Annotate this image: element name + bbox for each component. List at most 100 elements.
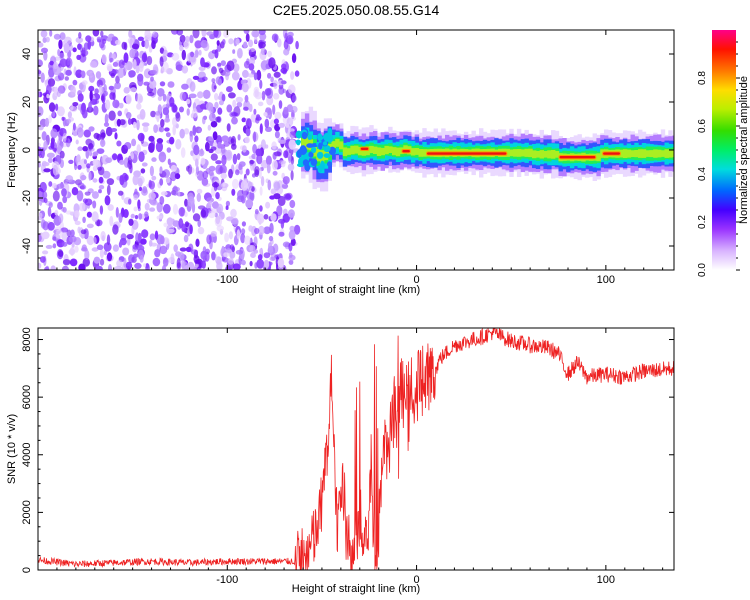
noise-blob: [221, 135, 229, 142]
noise-blob: [274, 130, 280, 139]
noise-blob: [226, 104, 233, 113]
noise-blob: [288, 259, 294, 265]
noise-blob: [92, 30, 100, 37]
noise-blob: [194, 49, 199, 58]
noise-blob: [259, 205, 263, 212]
signal-band-cell: [361, 148, 367, 156]
noise-blob: [253, 72, 258, 81]
noise-blob: [38, 124, 44, 131]
noise-blob: [43, 140, 48, 150]
noise-blob: [210, 230, 217, 237]
noise-blob: [140, 168, 146, 174]
noise-blob: [157, 95, 162, 102]
signal-onset-blob: [299, 145, 307, 156]
noise-blob: [160, 191, 168, 196]
noise-blob: [231, 71, 240, 81]
noise-blob: [254, 227, 260, 235]
noise-blob: [201, 260, 206, 269]
noise-blob: [144, 39, 150, 49]
signal-band-cell: [622, 149, 628, 158]
signal-band-cell: [354, 145, 359, 154]
noise-blob: [206, 234, 212, 245]
noise-blob: [137, 36, 144, 41]
noise-blob: [210, 120, 218, 128]
noise-blob: [84, 198, 93, 206]
noise-blob: [131, 225, 135, 236]
snr-x-label: Height of straight line (km): [292, 583, 420, 595]
noise-blob: [46, 152, 55, 158]
noise-blob: [131, 138, 137, 147]
noise-blob: [195, 263, 199, 268]
noise-blob: [195, 165, 199, 176]
noise-blob: [203, 115, 208, 121]
noise-blob: [76, 127, 84, 138]
noise-blob: [269, 222, 274, 234]
noise-blob: [238, 163, 243, 171]
noise-blob: [119, 119, 126, 126]
noise-blob: [114, 39, 121, 46]
noise-blob: [289, 225, 295, 232]
noise-blob: [241, 117, 247, 123]
noise-blob: [138, 62, 144, 73]
noise-blob: [93, 256, 101, 264]
noise-blob: [268, 242, 272, 251]
noise-blob: [92, 200, 97, 209]
noise-blob: [160, 118, 165, 128]
noise-blob: [211, 182, 220, 188]
signal-band-cell: [513, 149, 518, 157]
signal-band-cell: [520, 149, 526, 157]
noise-blob: [68, 235, 77, 243]
noise-blob: [104, 113, 109, 125]
noise-blob: [141, 122, 150, 127]
noise-blob: [59, 150, 65, 159]
noise-blob: [194, 40, 203, 49]
noise-blob: [208, 210, 216, 219]
noise-blob: [283, 48, 290, 56]
signal-onset-blob: [298, 157, 304, 167]
noise-blob: [263, 214, 269, 220]
noise-blob: [140, 238, 147, 245]
noise-blob: [59, 52, 65, 59]
noise-blob: [172, 125, 176, 136]
noise-blob: [291, 105, 298, 113]
noise-blob: [159, 245, 168, 255]
noise-blob: [42, 250, 49, 255]
noise-blob: [74, 220, 81, 226]
noise-blob: [249, 57, 256, 65]
noise-blob: [251, 173, 256, 178]
noise-blob: [93, 105, 99, 116]
noise-blob: [231, 143, 237, 150]
signal-band-cell: [543, 151, 548, 158]
noise-blob: [86, 223, 94, 229]
noise-blob: [110, 72, 116, 78]
noise-blob: [81, 80, 88, 86]
noise-blob: [253, 236, 258, 247]
noise-blob: [200, 57, 205, 67]
signal-band-cell: [505, 148, 510, 157]
chart-title: C2E5.2025.050.08.55.G14: [273, 2, 440, 18]
noise-blob: [242, 83, 249, 93]
signal-band-cell: [638, 149, 643, 158]
noise-blob: [136, 103, 142, 110]
noise-blob: [86, 235, 95, 246]
noise-blob: [244, 94, 249, 103]
x-tick-label: -100: [216, 574, 238, 586]
noise-blob: [56, 106, 65, 117]
noise-blob: [169, 97, 175, 107]
noise-blob: [77, 146, 83, 151]
noise-blob: [136, 244, 145, 252]
noise-blob: [253, 108, 257, 115]
noise-blob: [251, 30, 260, 38]
noise-blob: [294, 70, 300, 77]
signal-band-cell: [524, 148, 529, 157]
noise-blob: [162, 169, 170, 178]
noise-blob: [38, 162, 41, 168]
noise-blob: [202, 170, 209, 179]
noise-blob: [65, 210, 73, 215]
noise-blob: [82, 146, 88, 152]
noise-blob: [41, 231, 50, 240]
noise-blob: [63, 42, 70, 54]
noise-blob: [172, 104, 178, 113]
noise-blob: [115, 75, 120, 84]
noise-blob: [77, 226, 81, 234]
